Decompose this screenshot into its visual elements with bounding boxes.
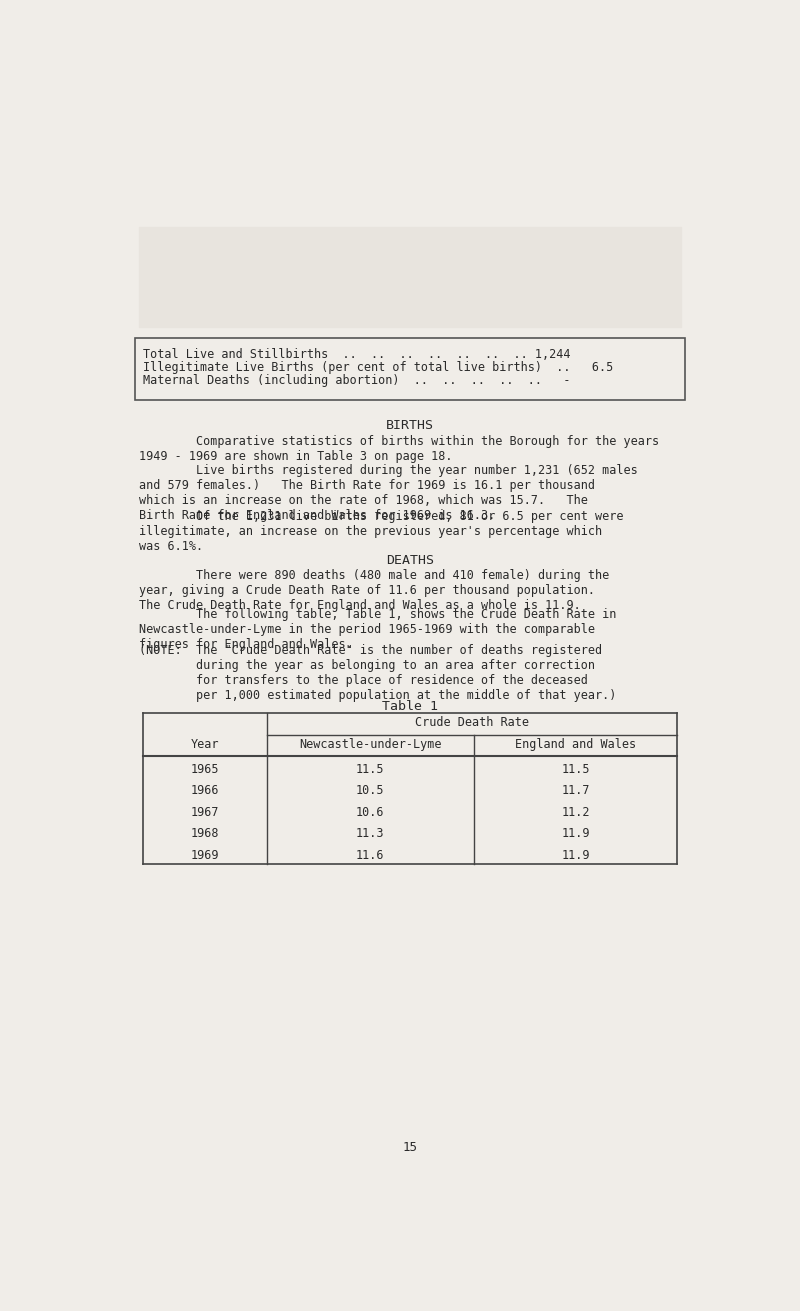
Text: 1965: 1965 — [190, 763, 219, 776]
Text: Illegitimate Live Births (per cent of total live births)  ..   6.5: Illegitimate Live Births (per cent of to… — [142, 362, 613, 375]
Text: 10.5: 10.5 — [356, 784, 384, 797]
Text: 11.3: 11.3 — [356, 827, 384, 840]
Text: 11.6: 11.6 — [356, 848, 384, 861]
Text: 11.5: 11.5 — [562, 763, 590, 776]
Text: 11.2: 11.2 — [562, 806, 590, 818]
Text: Live births registered during the year number 1,231 (652 males
and 579 females.): Live births registered during the year n… — [138, 464, 638, 522]
Text: 10.6: 10.6 — [356, 806, 384, 818]
Text: BIRTHS: BIRTHS — [386, 420, 434, 433]
Text: Newcastle-under-Lyme: Newcastle-under-Lyme — [299, 738, 442, 751]
Text: There were 890 deaths (480 male and 410 female) during the
year, giving a Crude : There were 890 deaths (480 male and 410 … — [138, 569, 609, 612]
Text: 15: 15 — [402, 1142, 418, 1155]
Text: Comparative statistics of births within the Borough for the years
1949 - 1969 ar: Comparative statistics of births within … — [138, 434, 659, 463]
Text: 11.7: 11.7 — [562, 784, 590, 797]
Text: Crude Death Rate: Crude Death Rate — [415, 716, 529, 729]
Text: Year: Year — [190, 738, 219, 751]
Text: 1967: 1967 — [190, 806, 219, 818]
FancyBboxPatch shape — [135, 338, 685, 400]
Bar — [138, 227, 682, 326]
Text: 11.9: 11.9 — [562, 848, 590, 861]
Text: Of the 1,231 live births registered, 81 or 6.5 per cent were
illegitimate, an in: Of the 1,231 live births registered, 81 … — [138, 510, 623, 553]
Text: Maternal Deaths (including abortion)  ..  ..  ..  ..  ..   -: Maternal Deaths (including abortion) .. … — [142, 375, 570, 388]
Text: 11.5: 11.5 — [356, 763, 384, 776]
Text: (NOTE:  The "Crude Death Rate" is the number of deaths registered
        during: (NOTE: The "Crude Death Rate" is the num… — [138, 644, 616, 701]
Text: England and Wales: England and Wales — [515, 738, 636, 751]
Text: 1966: 1966 — [190, 784, 219, 797]
Text: Total Live and Stillbirths  ..  ..  ..  ..  ..  ..  .. 1,244: Total Live and Stillbirths .. .. .. .. .… — [142, 349, 570, 362]
Text: 11.9: 11.9 — [562, 827, 590, 840]
Text: 1969: 1969 — [190, 848, 219, 861]
Text: DEATHS: DEATHS — [386, 553, 434, 566]
Text: Table 1: Table 1 — [382, 700, 438, 713]
Text: 1968: 1968 — [190, 827, 219, 840]
Text: The following table, Table 1, shows the Crude Death Rate in
Newcastle-under-Lyme: The following table, Table 1, shows the … — [138, 608, 616, 650]
